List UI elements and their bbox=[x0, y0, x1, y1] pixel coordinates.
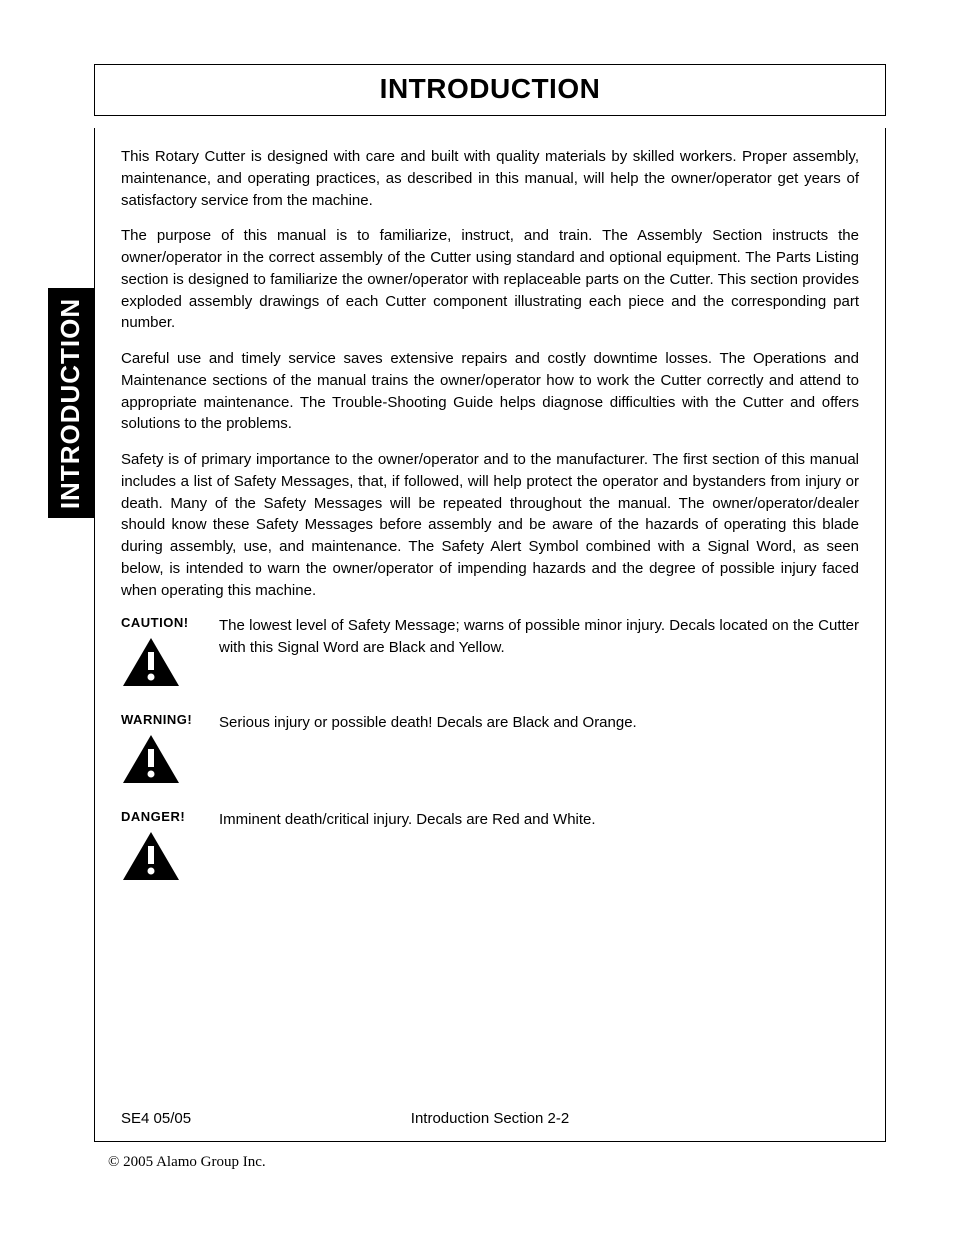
safety-warning-left: WARNING! bbox=[121, 712, 219, 785]
intro-paragraph-3: Careful use and timely service saves ext… bbox=[121, 348, 859, 435]
page: INTRODUCTION INTRODUCTION This Rotary Cu… bbox=[0, 0, 954, 1235]
safety-danger-left: DANGER! bbox=[121, 809, 219, 882]
caution-signal-word: CAUTION! bbox=[121, 615, 219, 630]
alert-triangle-icon bbox=[121, 636, 181, 688]
content-frame: This Rotary Cutter is designed with care… bbox=[94, 128, 886, 1142]
caution-text: The lowest level of Safety Message; warn… bbox=[219, 615, 859, 659]
danger-text: Imminent death/critical injury. Decals a… bbox=[219, 809, 859, 831]
warning-signal-word: WARNING! bbox=[121, 712, 219, 727]
safety-caution-row: CAUTION! The lowest level of Safety Mess… bbox=[121, 615, 859, 688]
safety-warning-row: WARNING! Serious injury or possible deat… bbox=[121, 712, 859, 785]
danger-signal-word: DANGER! bbox=[121, 809, 219, 824]
alert-triangle-icon bbox=[121, 733, 181, 785]
intro-paragraph-4: Safety is of primary importance to the o… bbox=[121, 449, 859, 601]
footer-row: SE4 05/05 Introduction Section 2-2 bbox=[121, 1110, 859, 1127]
safety-danger-row: DANGER! Imminent death/critical injury. … bbox=[121, 809, 859, 882]
side-tab-label: INTRODUCTION bbox=[56, 297, 87, 508]
intro-paragraph-1: This Rotary Cutter is designed with care… bbox=[121, 146, 859, 211]
alert-triangle-icon bbox=[121, 830, 181, 882]
page-title: INTRODUCTION bbox=[95, 73, 885, 105]
warning-text: Serious injury or possible death! Decals… bbox=[219, 712, 859, 734]
footer-center: Introduction Section 2-2 bbox=[121, 1110, 859, 1127]
title-box: INTRODUCTION bbox=[94, 64, 886, 116]
side-tab: INTRODUCTION bbox=[48, 288, 94, 518]
intro-paragraph-2: The purpose of this manual is to familia… bbox=[121, 225, 859, 334]
copyright: © 2005 Alamo Group Inc. bbox=[108, 1154, 266, 1171]
safety-caution-left: CAUTION! bbox=[121, 615, 219, 688]
